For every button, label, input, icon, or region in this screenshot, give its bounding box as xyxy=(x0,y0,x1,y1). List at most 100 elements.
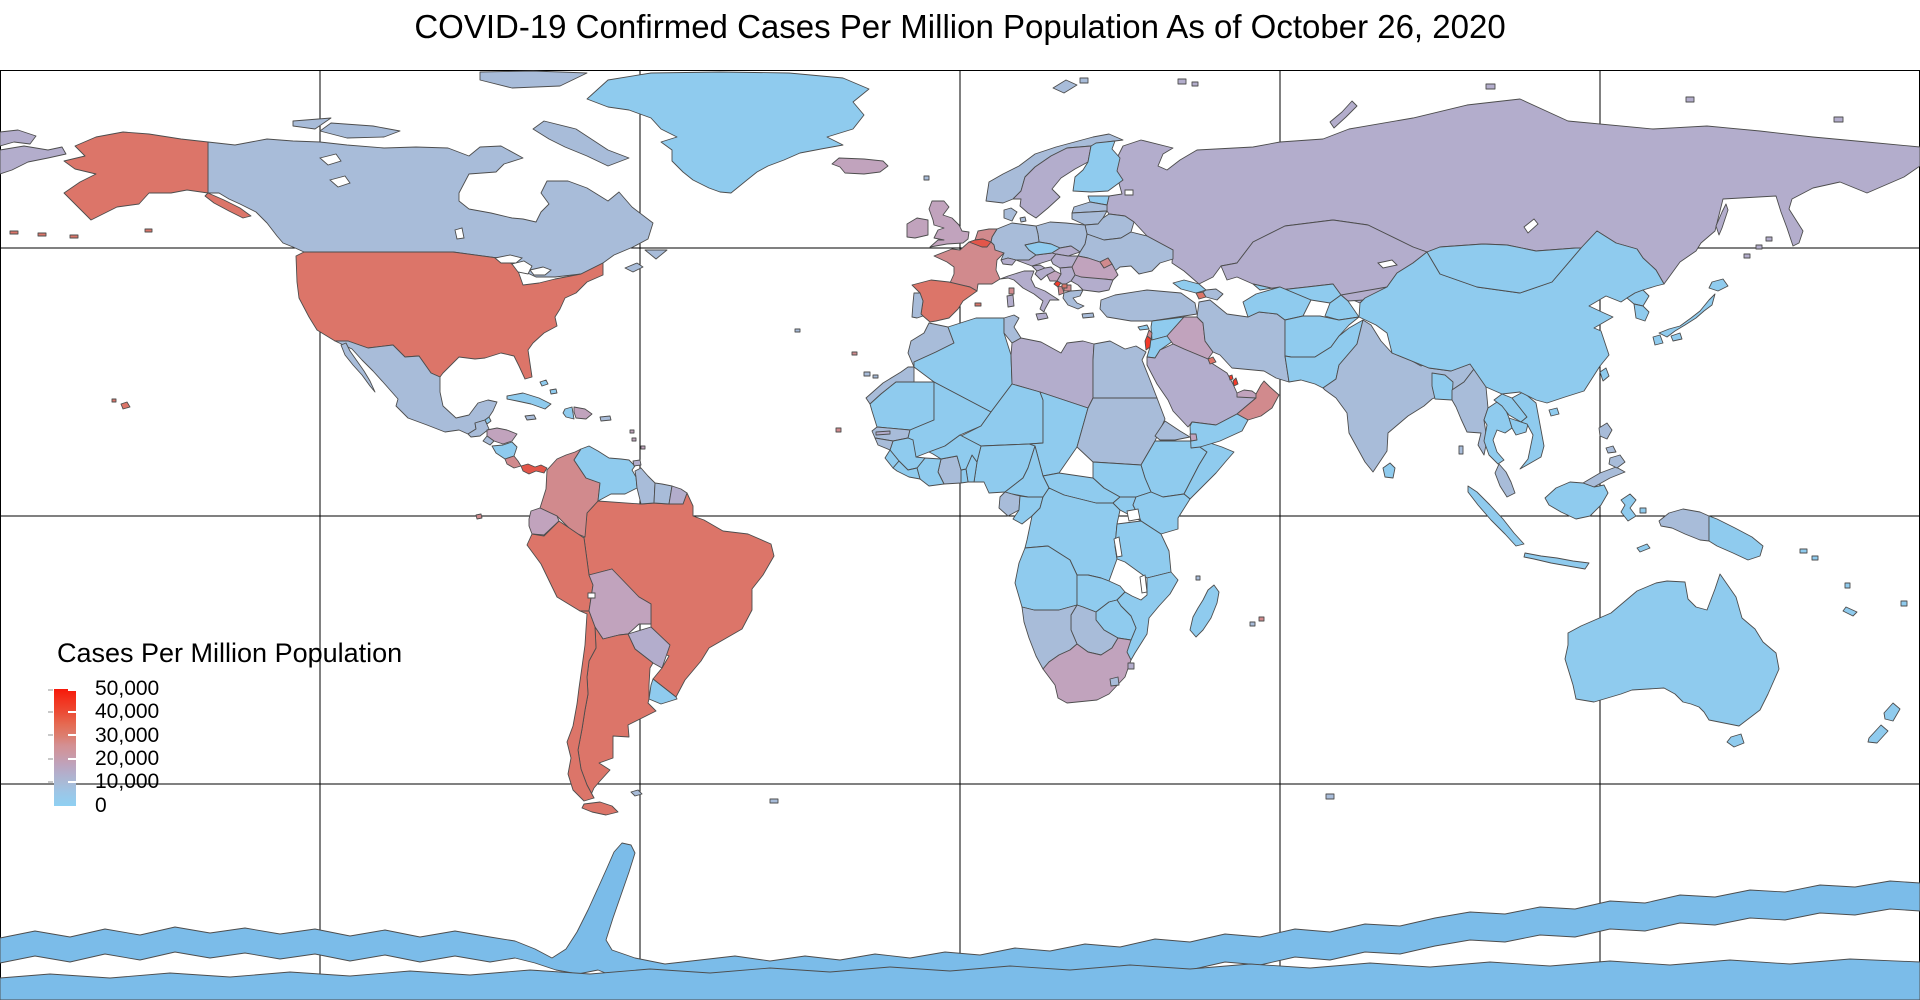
country-haiti xyxy=(562,406,575,420)
country-peru xyxy=(526,520,594,612)
country-chile xyxy=(566,610,597,802)
country-novaya-zemlya xyxy=(1329,100,1358,129)
legend-label-20000: 20,000 xyxy=(95,747,160,770)
country-canada-banks xyxy=(292,117,332,130)
legend-label-30000: 30,000 xyxy=(95,724,160,747)
country-tunisia xyxy=(1003,314,1022,344)
country-belize xyxy=(484,416,492,425)
country-iceland xyxy=(831,157,889,175)
country-canada xyxy=(207,138,654,278)
country-russia-chukotka xyxy=(0,129,67,175)
country-kenya xyxy=(1132,491,1191,535)
country-nicaragua xyxy=(491,441,518,460)
country-liberia xyxy=(892,460,921,480)
lake-great-bear xyxy=(319,153,342,166)
country-greece xyxy=(1062,289,1095,319)
country-australia xyxy=(1564,573,1780,748)
islands-salmon-pink xyxy=(835,287,1265,622)
lake-malawi xyxy=(1139,574,1148,594)
lake-titicaca xyxy=(587,592,596,599)
country-mongolia xyxy=(1426,243,1582,294)
legend-tick xyxy=(68,689,76,691)
country-philippines xyxy=(1598,422,1626,469)
country-qatar xyxy=(1232,377,1239,387)
legend-title: Cases Per Million Population xyxy=(57,638,403,668)
lake-great-slave xyxy=(329,175,351,188)
lake-ladoga xyxy=(1124,189,1134,196)
country-russia xyxy=(1106,98,1920,285)
legend-label-40000: 40,000 xyxy=(95,700,160,723)
country-switzerland xyxy=(1000,257,1017,266)
country-papua-new-guinea xyxy=(1708,515,1764,561)
country-yemen xyxy=(1189,413,1249,449)
country-french-guiana xyxy=(668,485,688,505)
countries xyxy=(0,70,1920,1000)
country-canada-novascotia xyxy=(624,262,644,273)
legend-tick-left xyxy=(48,734,53,736)
country-eswatini xyxy=(1127,662,1135,670)
country-usa-alaska xyxy=(63,131,209,221)
country-new-zealand xyxy=(1867,702,1901,744)
islands-mauve xyxy=(629,429,1198,450)
country-italy xyxy=(999,270,1060,321)
legend-tick-left xyxy=(48,711,53,713)
country-kuwait xyxy=(1207,356,1217,365)
country-finland xyxy=(1072,140,1124,193)
country-united-kingdom xyxy=(928,200,970,248)
country-taiwan xyxy=(1599,367,1610,382)
country-sri-lanka xyxy=(1382,462,1396,479)
lake-tanganyika xyxy=(1113,536,1123,558)
country-bosnia xyxy=(1046,270,1062,282)
legend-tick-left xyxy=(48,781,53,783)
legend-label-10000: 10,000 xyxy=(95,770,160,793)
country-panama xyxy=(520,463,548,475)
country-antarctica-rim xyxy=(0,958,1920,1000)
country-vietnam xyxy=(1511,391,1545,470)
country-canada-ellesmere xyxy=(479,70,588,89)
country-cameroon xyxy=(1004,445,1050,498)
country-azerbaijan xyxy=(1202,288,1224,301)
country-usa-alaska-panhandle xyxy=(204,192,252,219)
country-portugal xyxy=(911,292,924,319)
country-japan xyxy=(1652,278,1729,346)
country-bahamas xyxy=(539,379,558,395)
islands-sky-blue xyxy=(1548,407,1908,617)
country-madagascar xyxy=(1189,584,1220,638)
country-south-africa xyxy=(1042,637,1132,704)
country-bulgaria xyxy=(1070,274,1114,293)
country-galapagos xyxy=(475,513,483,520)
country-belgium xyxy=(968,238,992,248)
lake-superior xyxy=(493,254,523,264)
country-lesotho xyxy=(1109,676,1120,687)
lake-erie-ontario xyxy=(529,266,552,276)
legend-tick xyxy=(68,734,76,736)
country-el-salvador xyxy=(482,435,495,446)
country-somalia xyxy=(1183,442,1235,500)
islands-blue-gray xyxy=(769,175,1464,804)
lake-winnipeg xyxy=(454,227,465,240)
lakes xyxy=(319,153,1539,599)
country-iran xyxy=(1196,299,1290,383)
country-canada-baffin xyxy=(532,120,630,167)
country-ireland xyxy=(906,217,929,239)
country-turkey xyxy=(1099,289,1198,322)
islands-purple-gray xyxy=(632,78,1844,467)
country-indonesia xyxy=(1467,481,1637,570)
country-sweden xyxy=(1012,145,1092,219)
country-uruguay xyxy=(648,678,678,705)
country-guyana xyxy=(634,467,656,505)
legend-tick xyxy=(68,758,76,760)
islands-salmon-red xyxy=(9,228,1068,410)
country-canada-victoria xyxy=(319,122,401,139)
country-svalbard xyxy=(1052,77,1089,94)
country-greenland xyxy=(586,71,870,194)
country-burkina-faso xyxy=(928,434,982,471)
country-moldova xyxy=(1099,257,1113,269)
country-myanmar xyxy=(1451,364,1489,456)
country-israel xyxy=(1144,335,1152,351)
legend-label-0: 0 xyxy=(95,794,107,817)
country-cyprus xyxy=(1137,324,1150,331)
country-falkland-islands xyxy=(630,789,643,797)
